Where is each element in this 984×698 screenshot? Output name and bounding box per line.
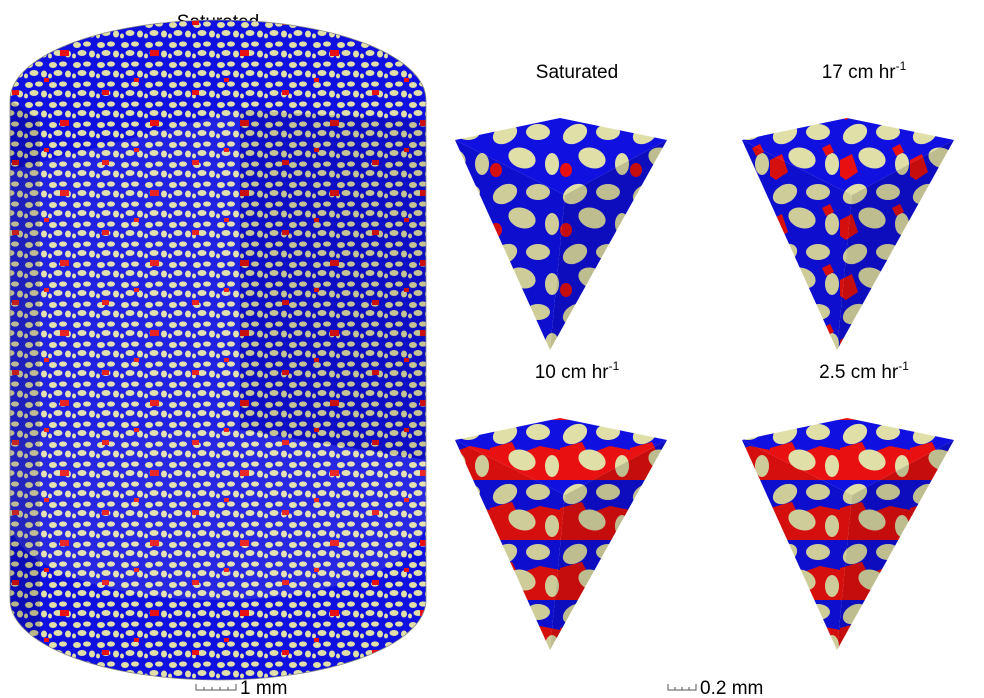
panel-label-text: Saturated bbox=[536, 62, 618, 83]
panel-label-text: 2.5 cm hr bbox=[819, 362, 899, 383]
panel-label: 17 cm hr-1 bbox=[822, 59, 907, 83]
cylinder-render bbox=[0, 0, 440, 698]
panel-label-text: 17 cm hr bbox=[822, 62, 897, 83]
scale-label: 1 mm bbox=[240, 678, 288, 698]
panel-label: Saturated bbox=[536, 62, 618, 83]
panel-label: 2.5 cm hr-1 bbox=[819, 359, 909, 383]
figure: Saturated Saturated17 cm hr-110 cm hr-12… bbox=[0, 0, 984, 698]
panel-label-text: 10 cm hr bbox=[535, 362, 610, 383]
panel-label: 10 cm hr-1 bbox=[535, 359, 620, 383]
panel-label-sup: -1 bbox=[609, 359, 620, 373]
scale-label: 0.2 mm bbox=[700, 678, 763, 698]
scale-bar: 1 mm 0.2 mm bbox=[196, 678, 763, 698]
panel-label-sup: -1 bbox=[898, 359, 909, 373]
panel-label-sup: -1 bbox=[896, 59, 907, 73]
